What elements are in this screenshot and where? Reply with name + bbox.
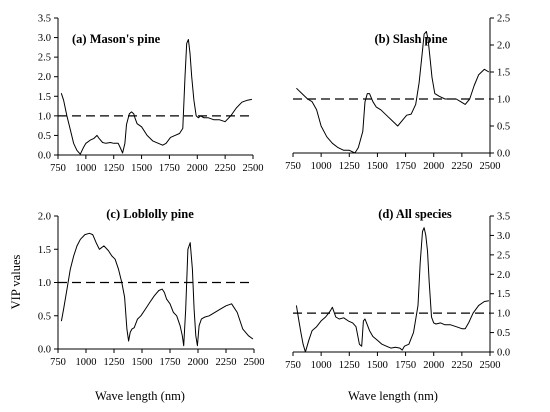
y-tick-label: 1.5 [497,289,510,300]
y-tick-label: 3.5 [38,14,51,25]
y-tick-label: 3.0 [497,231,510,242]
y-tick-label: 1.0 [497,95,510,106]
x-tick-label: 1750 [160,357,181,368]
y-tick-label: 1.5 [497,68,510,79]
y-tick-label: 1.0 [38,111,51,122]
x-tick-label: 1250 [339,161,360,172]
panel-c-loblolly-pine: 750 1000 1250 1500 1750 2000 2250 2500 0.0 0.5 1.0… [38,207,265,368]
x-tick-label: 2250 [215,163,236,174]
x-tick-label: 2000 [188,357,209,368]
panel-title: (a) Mason's pine [72,32,161,46]
y-tick-label: 2.0 [38,212,51,223]
x-tick-label: 2250 [216,357,237,368]
x-tick-label: 1500 [132,357,153,368]
vip-series-line [60,232,254,347]
y-tick-label: 1.0 [497,309,510,320]
vip-series-line [296,31,490,154]
vip-series-line [295,227,489,353]
x-tick-label: 2500 [243,163,264,174]
y-tick-label: 2.5 [497,14,510,25]
y-tick-label: 2.0 [497,41,510,52]
x-tick-label: 2500 [244,357,265,368]
y-tick-label: 2.5 [38,53,51,64]
x-axis-title-left: Wave length (nm) [95,389,185,403]
x-tick-label: 1000 [311,161,332,172]
x-tick-label: 750 [50,163,66,174]
x-tick-label: 1250 [339,360,360,371]
x-tick-label: 2000 [423,360,444,371]
x-tick-label: 750 [285,161,301,172]
y-tick-label: 0.5 [497,122,510,133]
x-tick-label: 1500 [367,161,388,172]
x-tick-label: 1250 [104,357,125,368]
x-tick-label: 2250 [451,161,472,172]
y-tick-label: 1.5 [38,92,51,103]
x-tick-label: 1500 [367,360,388,371]
x-tick-label: 2500 [480,360,501,371]
x-tick-label: 1250 [103,163,124,174]
x-tick-label: 1000 [76,357,97,368]
x-tick-label: 1750 [395,161,416,172]
y-tick-label: 0.5 [38,311,51,322]
y-axis-title-vip-values: VIP values [9,255,23,310]
x-tick-label: 2000 [423,161,444,172]
panel-title: (c) Loblolly pine [106,207,194,221]
x-axis-title-right: Wave length (nm) [348,389,438,403]
y-tick-label: 2.0 [38,72,51,83]
vip-series-line [60,39,252,155]
y-tick-label: 0.0 [497,348,510,359]
y-tick-label: 1.5 [38,245,51,256]
x-tick-label: 750 [50,357,66,368]
y-tick-label: 1.0 [38,278,51,289]
x-tick-label: 1500 [131,163,152,174]
y-tick-label: 0.0 [38,151,51,162]
x-tick-label: 1000 [75,163,96,174]
x-tick-label: 1000 [311,360,332,371]
x-tick-label: 1750 [159,163,180,174]
y-tick-label: 2.5 [497,250,510,261]
panel-a-masons-pine: 750 1000 1250 1500 1750 2000 2250 2500 0.0 0.5 1.0… [38,14,264,175]
panel-title: (d) All species [378,207,452,221]
y-tick-label: 0.0 [497,149,510,160]
x-tick-label: 2250 [451,360,472,371]
x-tick-label: 2500 [480,161,501,172]
panel-title: (b) Slash pine [375,32,448,46]
y-tick-label: 0.0 [38,345,51,356]
x-tick-label: 1750 [395,360,416,371]
y-tick-label: 3.5 [497,212,510,223]
x-tick-label: 750 [285,360,301,371]
y-tick-label: 2.0 [497,270,510,281]
y-tick-label: 3.0 [38,33,51,44]
y-tick-label: 0.5 [38,131,51,142]
x-tick-label: 2000 [187,163,208,174]
y-tick-label: 0.5 [497,328,510,339]
